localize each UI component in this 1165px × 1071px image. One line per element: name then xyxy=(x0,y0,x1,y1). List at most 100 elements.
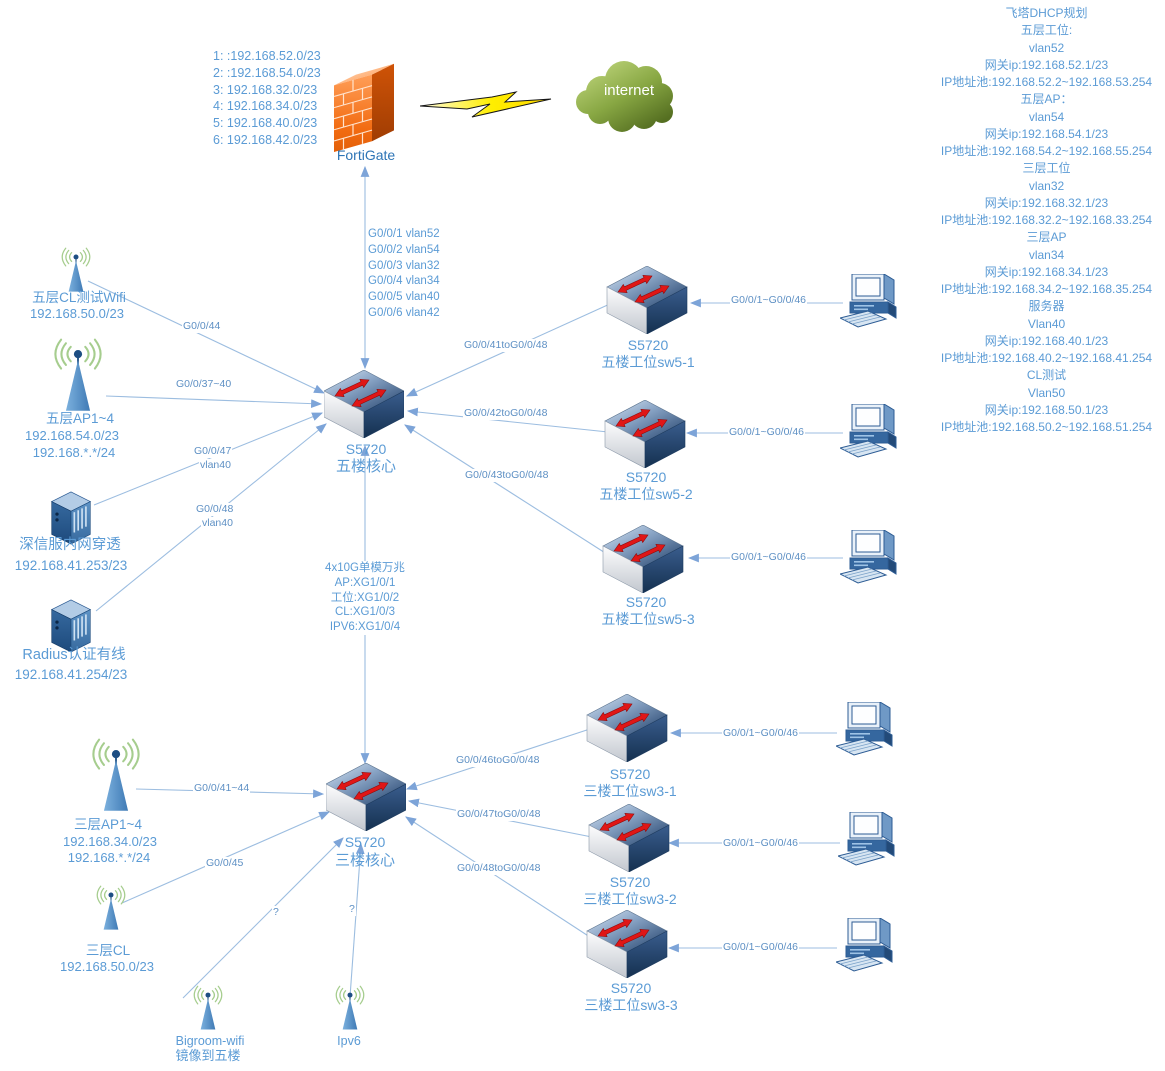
firewall-icon[interactable] xyxy=(334,62,396,152)
edge-sw53-core5 xyxy=(404,424,611,557)
sw5-3-model: S5720 xyxy=(625,594,667,610)
port-vlan-line: G0/0/2 vlan54 xyxy=(368,243,440,256)
edge-label-pc-sw3-3: G0/0/1~G0/0/46 xyxy=(722,941,800,954)
lightning-icon xyxy=(420,90,552,120)
edge-bigroom-core3 xyxy=(182,837,344,999)
dhcp-plan-panel: 飞塔DHCP规划 五层工位: vlan52 网关ip:192.168.52.1/23… xyxy=(928,5,1165,436)
edge-label-pc-sw5-2: G0/0/1~G0/0/46 xyxy=(728,426,806,439)
switch-sw5-3-icon[interactable] xyxy=(602,525,684,593)
dhcp-plan-line: IP地址池:192.168.50.2~192.168.51.254 xyxy=(940,420,1153,434)
edge-label-g37-40: G0/0/37~40 xyxy=(175,378,233,391)
sw5-2-name: 五楼工位sw5-2 xyxy=(599,486,693,502)
port-vlan-line: G0/0/6 vlan42 xyxy=(368,306,440,319)
ap3-subnet1: 192.168.34.0/23 xyxy=(63,834,157,849)
edge-label-g47-vlan: vlan40 xyxy=(199,459,232,472)
sw3-3-name: 三楼工位sw3-3 xyxy=(584,997,678,1013)
edge-label-g41-44: G0/0/41~44 xyxy=(193,782,251,795)
ap3-subnet2: 192.168.*.*/24 xyxy=(67,850,151,865)
edge-label-core5-sw3: G0/0/43toG0/0/48 xyxy=(464,469,550,482)
dhcp-plan-line: vlan32 xyxy=(1028,178,1065,193)
edge-label-g48-vlan: vlan40 xyxy=(201,517,234,530)
workstation-3f-2-icon[interactable] xyxy=(838,812,900,868)
ap5-subnet1: 192.168.54.0/23 xyxy=(25,428,119,443)
switch-sw3-1-icon[interactable] xyxy=(586,694,668,762)
dhcp-plan-title: 飞塔DHCP规划 xyxy=(1005,6,1088,20)
ipv6-antenna-icon[interactable] xyxy=(328,984,372,1034)
ap-3f-icon[interactable] xyxy=(78,736,154,818)
workstation-5f-1-icon[interactable] xyxy=(840,274,902,330)
radius-server-icon[interactable] xyxy=(44,598,98,654)
port-vlan-line: G0/0/1 vlan52 xyxy=(368,228,440,240)
sangfor-server-icon[interactable] xyxy=(44,490,98,546)
dhcp-plan-line: Vlan50 xyxy=(1027,385,1066,400)
dhcp-plan-line: vlan54 xyxy=(1028,109,1065,124)
radius-label: Radius认证有线 xyxy=(22,647,126,663)
core3-model: S5720 xyxy=(344,834,386,850)
dhcp-plan-line: 五层工位: xyxy=(1020,23,1073,38)
ap5-label: 五层AP1~4 xyxy=(46,411,114,426)
port-vlan-line: G0/0/5 vlan40 xyxy=(368,291,440,304)
dhcp-plan-line: 网关ip:192.168.52.1/23 xyxy=(984,57,1109,72)
ipv6-label: Ipv6 xyxy=(337,1034,361,1048)
sw3-2-model: S5720 xyxy=(609,874,651,890)
edge-label-pc-sw3-2: G0/0/1~G0/0/46 xyxy=(722,837,800,850)
edge-label-core3-sw3: G0/0/48toG0/0/48 xyxy=(456,862,542,875)
radius-ip: 192.168.41.254/23 xyxy=(14,667,128,682)
dhcp-plan-line: IP地址池:192.168.54.2~192.168.55.254 xyxy=(940,144,1153,158)
cl3-subnet: 192.168.50.0/23 xyxy=(60,959,154,974)
dhcp-plan-line: 网关ip:192.168.40.1/23 xyxy=(984,333,1109,348)
uplink-line: AP:XG1/0/1 xyxy=(334,576,396,589)
edge-wifi5cl-core5 xyxy=(87,280,325,394)
dhcp-plan-line: 三层工位 xyxy=(1022,161,1071,176)
switch-sw5-2-icon[interactable] xyxy=(604,400,686,468)
core-switch-3f-icon[interactable] xyxy=(326,763,406,831)
wifi5cl-subnet: 192.168.50.0/23 xyxy=(30,306,124,321)
network-list-line: 4: 192.168.34.0/23 xyxy=(213,99,318,114)
edge-label-pc-sw5-1: G0/0/1~G0/0/46 xyxy=(730,294,808,307)
edge-label-bigroom-q: ? xyxy=(272,906,280,919)
dhcp-plan-line: CL测试 xyxy=(1026,368,1067,383)
core5-port-vlan-list: G0/0/1 vlan52 G0/0/2 vlan54 G0/0/3 vlan32 G… xyxy=(368,227,440,322)
core-switch-5f-icon[interactable] xyxy=(324,370,404,438)
edge-label-core3-sw2: G0/0/47toG0/0/48 xyxy=(456,808,542,821)
sw3-3-model: S5720 xyxy=(610,980,652,996)
dhcp-plan-line: 五层AP： xyxy=(1020,92,1073,107)
sw5-1-name: 五楼工位sw5-1 xyxy=(601,354,695,370)
switch-sw3-3-icon[interactable] xyxy=(586,910,668,978)
dhcp-plan-line: 网关ip:192.168.32.1/23 xyxy=(984,195,1109,210)
network-list-line: 5: 192.168.40.0/23 xyxy=(213,116,318,131)
network-list-line: 6: 192.168.42.0/23 xyxy=(213,132,318,147)
bigroom-label: Bigroom-wifi xyxy=(175,1034,245,1048)
workstation-3f-1-icon[interactable] xyxy=(836,702,898,758)
port-vlan-line: G0/0/4 vlan34 xyxy=(368,275,440,288)
edge-label-core3-sw1: G0/0/46toG0/0/48 xyxy=(455,754,541,767)
wifi-3f-cl-icon[interactable] xyxy=(86,884,136,934)
switch-sw5-1-icon[interactable] xyxy=(606,266,688,334)
core-uplink-info: 4x10G单模万兆 AP:XG1/0/1 工位:XG1/0/2 CL:XG1/0/3 I… xyxy=(323,561,407,635)
edge-label-pc-sw3-1: G0/0/1~G0/0/46 xyxy=(722,727,800,740)
workstation-3f-3-icon[interactable] xyxy=(836,918,898,974)
workstation-5f-2-icon[interactable] xyxy=(840,404,902,460)
sangfor-label: 深信服内网穿透 xyxy=(19,537,121,553)
sw3-2-name: 三楼工位sw3-2 xyxy=(583,891,677,907)
sangfor-ip: 192.168.41.253/23 xyxy=(14,558,128,573)
dhcp-plan-line: 网关ip:192.168.50.1/23 xyxy=(984,402,1109,417)
edge-label-g45: G0/0/45 xyxy=(205,857,245,870)
edge-label-g47: G0/0/47 xyxy=(193,445,233,458)
ap3-label: 三层AP1~4 xyxy=(74,817,142,832)
edge-sw33-core3 xyxy=(405,816,597,942)
bigroom-note: 镜像到五楼 xyxy=(175,1048,241,1063)
ap-5f-icon[interactable] xyxy=(40,336,116,418)
dhcp-plan-line: 网关ip:192.168.34.1/23 xyxy=(984,264,1109,279)
uplink-line: IPV6:XG1/0/4 xyxy=(329,621,401,634)
internet-label: internet xyxy=(604,82,655,99)
bigroom-wifi-icon[interactable] xyxy=(186,984,230,1034)
switch-sw3-2-icon[interactable] xyxy=(588,804,670,872)
workstation-5f-3-icon[interactable] xyxy=(840,530,902,586)
sw3-1-name: 三楼工位sw3-1 xyxy=(583,783,677,799)
dhcp-plan-lines: 五层工位: vlan52 网关ip:192.168.52.1/23 IP地址池:192… xyxy=(928,22,1165,436)
dhcp-plan-line: vlan34 xyxy=(1028,247,1065,262)
sw5-1-model: S5720 xyxy=(627,337,669,353)
internet-cloud-icon[interactable]: internet xyxy=(572,58,676,134)
wifi-5f-cl-test-icon[interactable] xyxy=(50,246,102,296)
